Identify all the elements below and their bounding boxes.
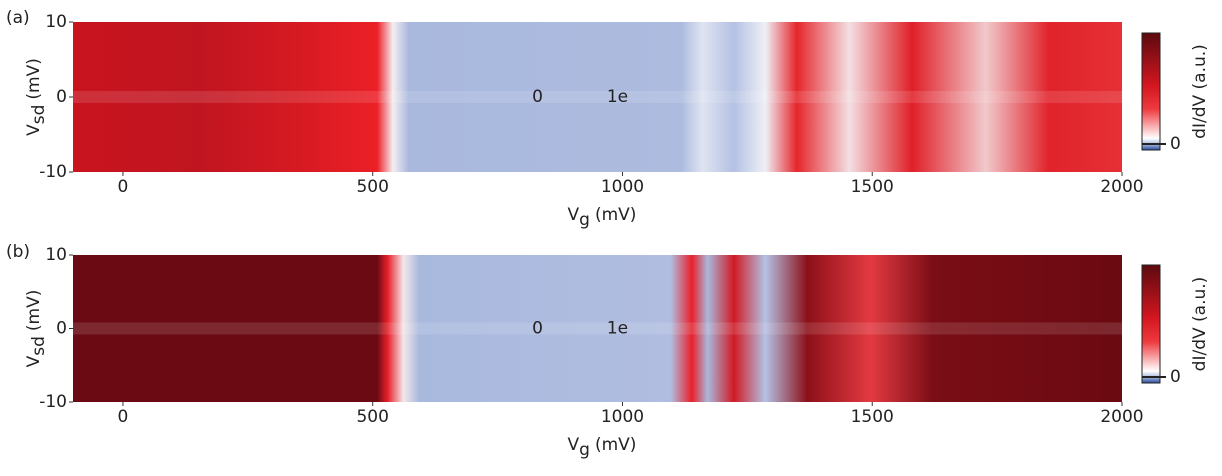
y-label-main: V (24, 124, 44, 136)
x-tick-label: 0 (118, 407, 129, 427)
x-axis-label: Vg (mV) (568, 205, 637, 230)
y-label-sub: sd (29, 336, 49, 356)
x-label-sub: g (579, 210, 590, 230)
colorbar (1141, 264, 1161, 384)
heatmap-band (73, 322, 1122, 335)
colorbar (1141, 32, 1161, 151)
panel-label: (a) (6, 8, 30, 28)
x-tick-label: 1500 (851, 177, 894, 197)
annotation: 1e (607, 319, 628, 339)
colorbar-label: dI/dV (a.u.) (1190, 44, 1210, 139)
y-label-unit: (mV) (24, 290, 44, 331)
colorbar-tick-label: 0 (1170, 367, 1181, 387)
annotation: 0 (532, 87, 543, 107)
y-axis-label: Vsd (mV) (24, 290, 49, 368)
x-tick-label: 2000 (1100, 177, 1143, 197)
x-tick-label: 500 (356, 407, 388, 427)
x-tick-label: 1000 (601, 177, 644, 197)
y-tick-label: 0 (56, 319, 67, 339)
y-tick-label: 10 (45, 245, 67, 265)
x-label-main: V (568, 435, 580, 455)
x-tick-label: 500 (356, 177, 388, 197)
x-label-main: V (568, 205, 580, 225)
colorbar-tick-label: 0 (1170, 134, 1181, 154)
y-label-main: V (24, 355, 44, 367)
x-tick-label: 1500 (851, 407, 894, 427)
x-tick-label: 1000 (601, 407, 644, 427)
annotation: 0 (532, 319, 543, 339)
y-axis-label: Vsd (mV) (24, 58, 49, 136)
panel-label: (b) (6, 242, 30, 262)
x-label-unit: (mV) (595, 205, 636, 225)
y-tick-label: -10 (39, 162, 67, 182)
y-tick-label: 10 (45, 12, 67, 32)
heatmap-band (73, 91, 1122, 103)
y-tick-label: -10 (39, 392, 67, 412)
x-label-sub: g (579, 440, 590, 460)
heatmap (73, 255, 1122, 402)
x-tick-label: 0 (118, 177, 129, 197)
colorbar-label: dI/dV (a.u.) (1190, 277, 1210, 372)
annotation: 1e (607, 87, 628, 107)
y-label-unit: (mV) (24, 58, 44, 99)
y-tick-label: 0 (56, 87, 67, 107)
y-label-sub: sd (29, 105, 49, 125)
heatmap (73, 22, 1122, 172)
x-axis-label: Vg (mV) (568, 435, 637, 460)
x-tick-label: 2000 (1100, 407, 1143, 427)
x-label-unit: (mV) (595, 435, 636, 455)
